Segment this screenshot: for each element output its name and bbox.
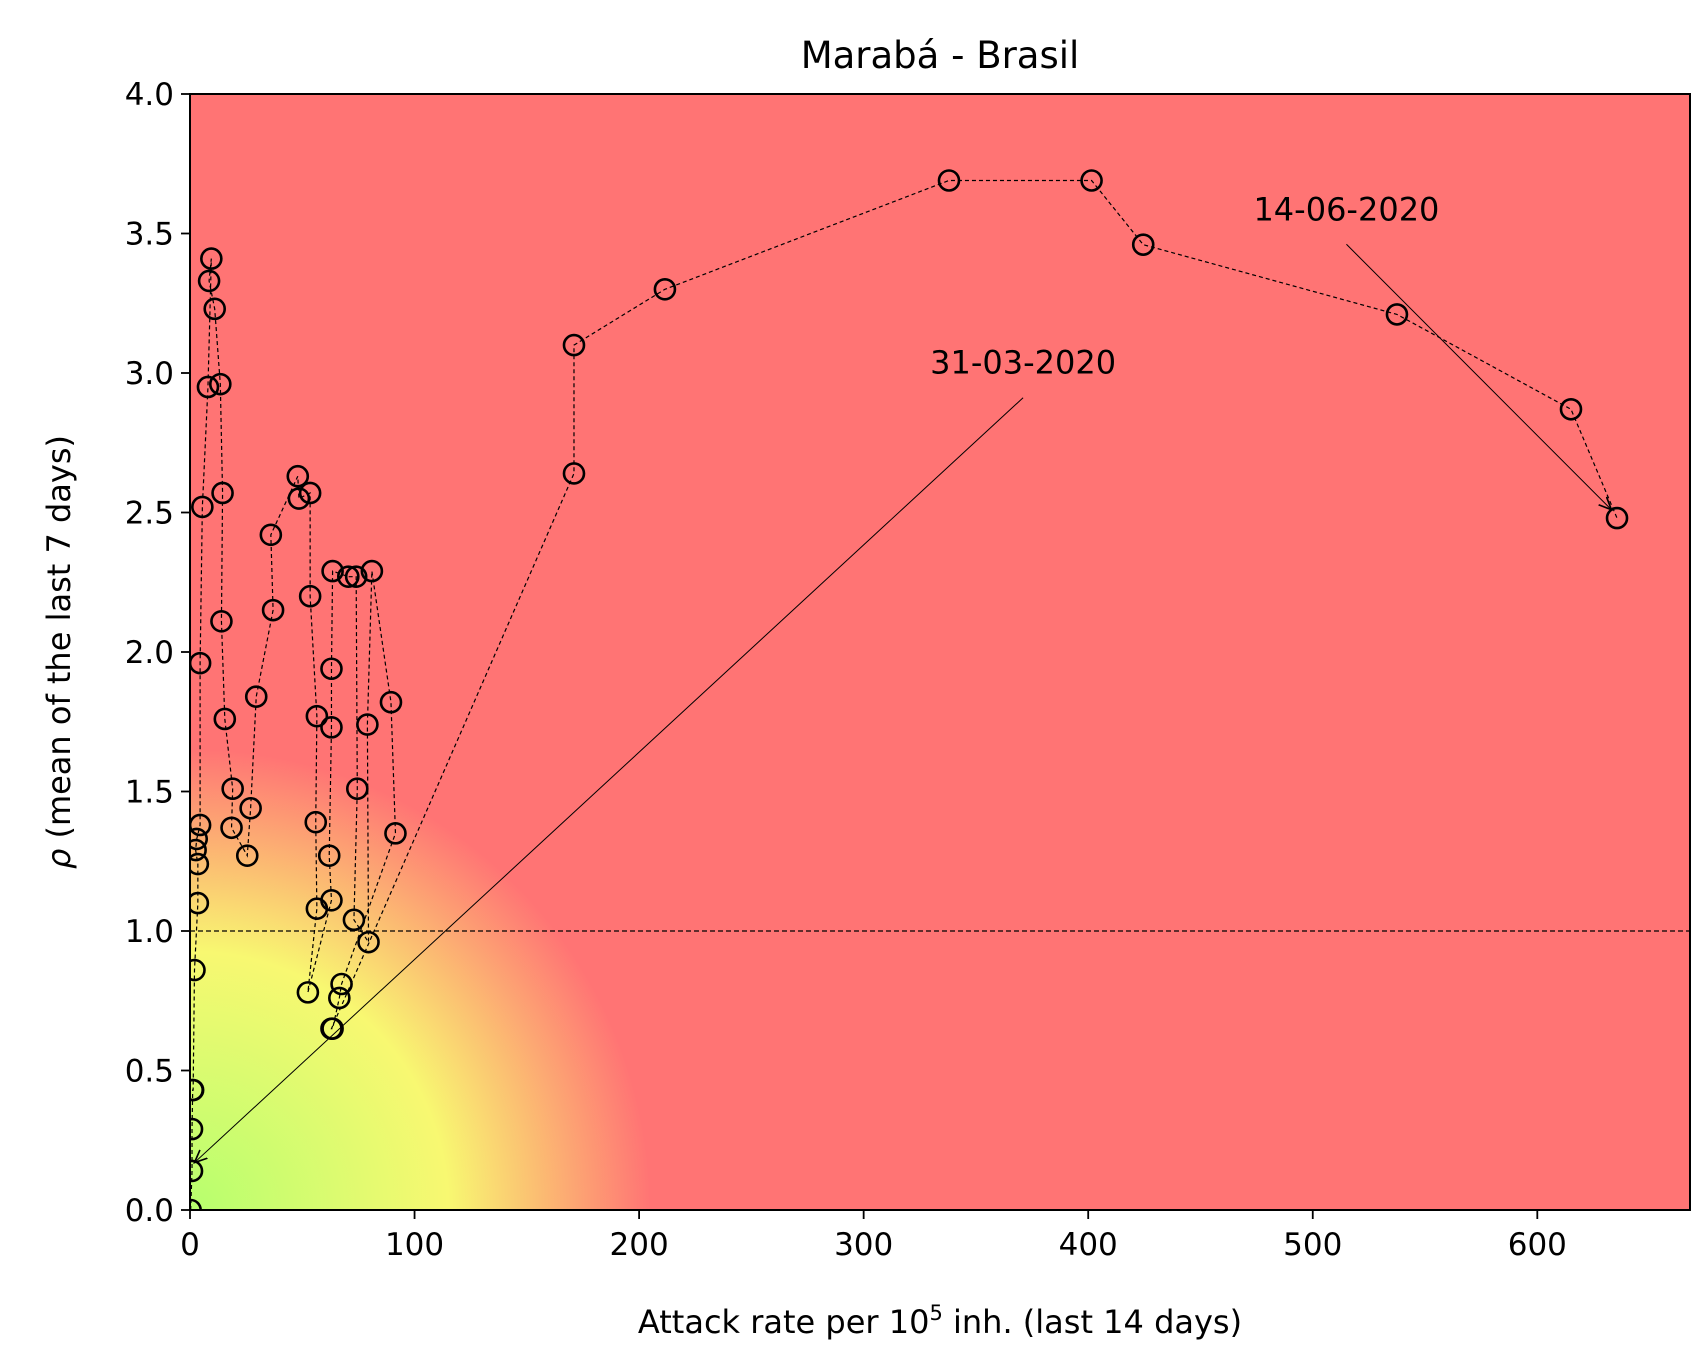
data-point bbox=[197, 269, 221, 293]
data-point bbox=[298, 584, 322, 608]
data-point bbox=[384, 822, 407, 845]
data-point bbox=[261, 598, 285, 622]
chart-title: Marabá - Brasil bbox=[801, 34, 1080, 77]
data-point bbox=[320, 1017, 343, 1040]
data-point bbox=[356, 713, 379, 736]
data-point bbox=[320, 657, 343, 681]
data-point bbox=[357, 930, 380, 954]
data-point bbox=[239, 796, 262, 820]
y-tick-label: 3.5 bbox=[125, 217, 174, 253]
x-tick-label: 0 bbox=[180, 1227, 200, 1263]
data-point bbox=[328, 986, 351, 1010]
data-point bbox=[1605, 506, 1629, 530]
data-point bbox=[209, 372, 232, 396]
data-point bbox=[190, 891, 210, 915]
y-tick-label: 1.0 bbox=[125, 914, 174, 950]
x-axis-label: Attack rate per 105 inh. (last 14 days) bbox=[638, 1301, 1242, 1341]
data-point bbox=[1559, 397, 1583, 421]
data-point bbox=[937, 169, 961, 192]
data-point bbox=[259, 523, 283, 547]
x-tick-label: 100 bbox=[385, 1227, 444, 1263]
data-point bbox=[235, 844, 259, 867]
x-tick-label: 200 bbox=[610, 1227, 669, 1263]
data-point bbox=[287, 487, 311, 510]
data-point bbox=[286, 464, 310, 488]
annotation-arrow bbox=[194, 397, 1024, 1163]
data-point bbox=[190, 838, 207, 862]
data-point bbox=[321, 559, 344, 583]
y-tick-label: 0.0 bbox=[125, 1193, 174, 1229]
x-tick-label: 500 bbox=[1283, 1227, 1342, 1263]
data-point bbox=[345, 777, 369, 801]
y-tick-label: 4.0 bbox=[125, 77, 174, 113]
annotation-label: 14-06-2020 bbox=[1253, 190, 1439, 228]
data-point bbox=[344, 565, 368, 588]
data-point bbox=[211, 481, 234, 505]
y-tick-label: 1.5 bbox=[125, 775, 174, 811]
data-point bbox=[304, 810, 328, 834]
x-tick-label: 400 bbox=[1059, 1227, 1118, 1263]
plot-background bbox=[190, 94, 1690, 1210]
data-points bbox=[190, 169, 1629, 1210]
data-point bbox=[296, 981, 320, 1004]
y-tick-label: 0.5 bbox=[125, 1054, 174, 1090]
data-point bbox=[213, 707, 237, 731]
data-point bbox=[562, 462, 586, 485]
data-point bbox=[190, 852, 210, 876]
y-tick-label: 2.5 bbox=[125, 496, 174, 532]
data-point bbox=[337, 565, 360, 588]
data-point bbox=[190, 1117, 204, 1141]
data-point bbox=[305, 704, 329, 728]
x-axis-ticks: 0 100 200 300 400 500 600 bbox=[180, 1210, 1567, 1263]
data-point bbox=[298, 481, 322, 505]
data-point bbox=[320, 889, 343, 912]
data-point bbox=[200, 247, 223, 270]
y-tick-label: 3.0 bbox=[125, 356, 174, 392]
x-tick-label: 600 bbox=[1508, 1227, 1567, 1263]
data-point bbox=[221, 777, 244, 801]
data-point bbox=[342, 908, 366, 932]
data-point bbox=[1131, 233, 1155, 256]
data-point bbox=[196, 375, 220, 399]
annotations: 31-03-2020 14-06-2020 bbox=[194, 190, 1611, 1162]
y-axis-label: ρ (mean of the last 7 days) bbox=[40, 435, 78, 869]
data-point bbox=[1080, 169, 1103, 192]
y-tick-label: 2.0 bbox=[125, 635, 174, 671]
data-point bbox=[1385, 303, 1409, 326]
data-point bbox=[653, 277, 677, 301]
data-point bbox=[320, 716, 343, 739]
data-point bbox=[190, 827, 209, 851]
annotation-arrow bbox=[1346, 243, 1611, 509]
annotation-label: 31-03-2020 bbox=[930, 344, 1116, 382]
data-point bbox=[203, 297, 227, 321]
data-point bbox=[220, 816, 243, 840]
x-tick-label: 300 bbox=[834, 1227, 893, 1263]
data-point bbox=[379, 690, 403, 714]
data-point bbox=[317, 844, 341, 867]
data-point bbox=[562, 333, 586, 357]
data-point bbox=[244, 685, 268, 708]
data-point bbox=[360, 559, 384, 583]
data-point bbox=[210, 610, 233, 633]
data-point bbox=[330, 972, 353, 996]
data-point bbox=[190, 1159, 204, 1183]
data-point bbox=[190, 1078, 205, 1102]
data-point bbox=[191, 495, 214, 519]
data-point bbox=[190, 958, 206, 982]
y-axis-ticks: 0.0 0.5 1.0 1.5 2.0 2.5 3.0 3.5 4.0 bbox=[125, 77, 190, 1229]
